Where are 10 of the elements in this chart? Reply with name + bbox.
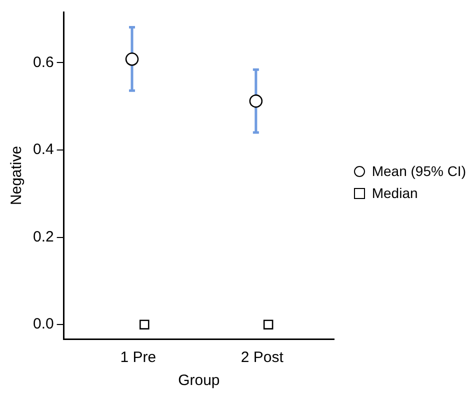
y-tick-label: 0.6 (32, 54, 54, 71)
y-axis-title: Negative (8, 146, 26, 206)
x-tick-label: 2 Post (240, 349, 284, 366)
x-tick-label: 1 Pre (120, 349, 156, 366)
x-axis-title: Group (178, 372, 220, 390)
y-tick-label: 0.0 (32, 316, 54, 333)
legend-label: Mean (95% CI) (372, 163, 466, 179)
y-tick-label: 0.4 (32, 141, 54, 158)
legend-label: Median (372, 185, 418, 201)
y-tick-label: 0.2 (32, 228, 54, 246)
